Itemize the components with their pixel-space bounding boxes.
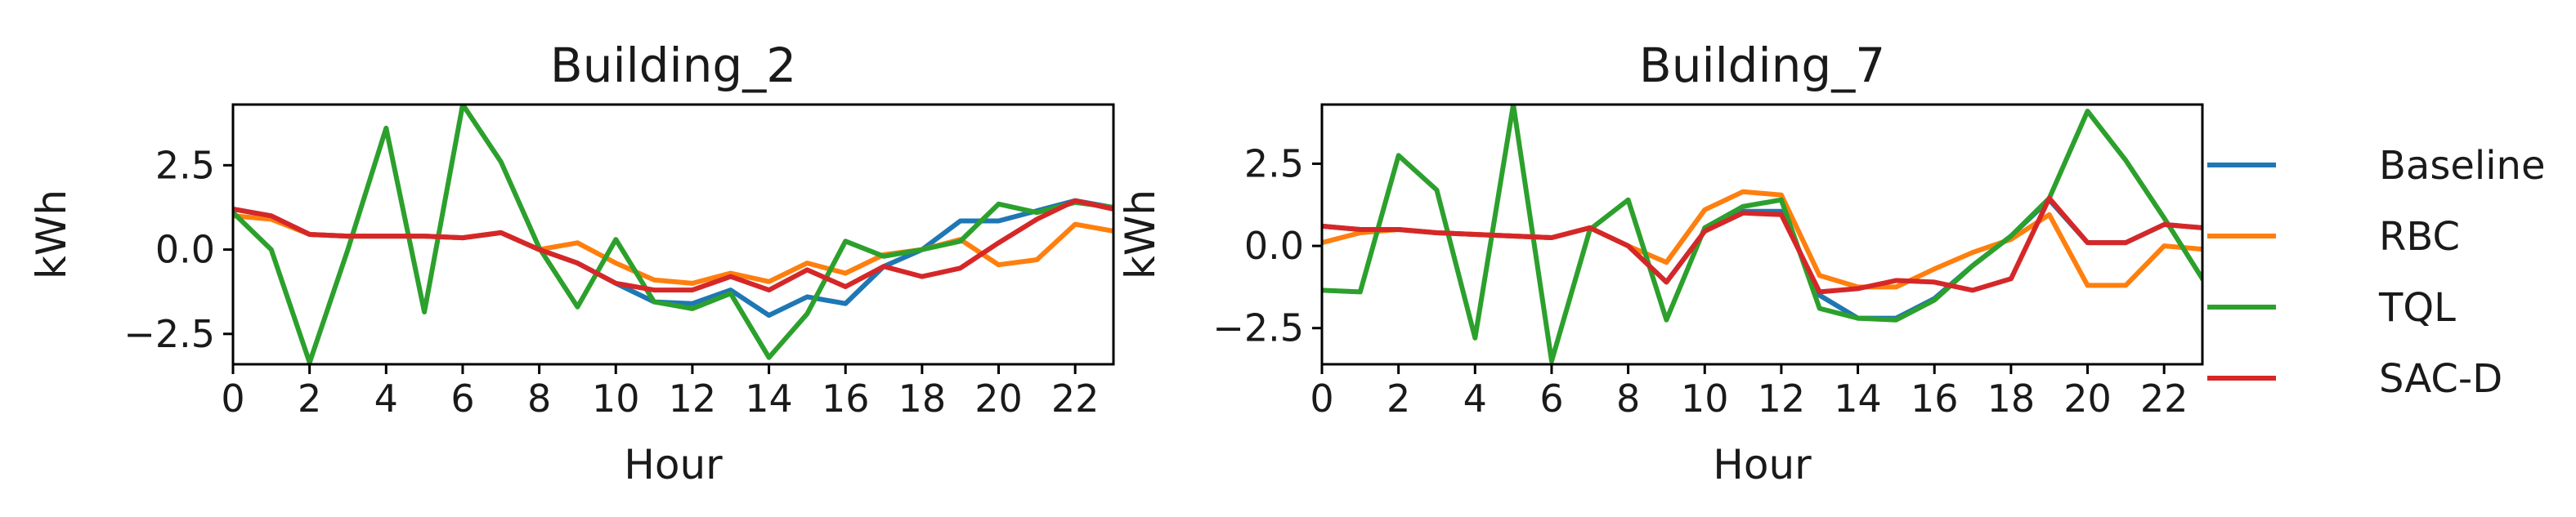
series-line-sac-d <box>233 198 1113 293</box>
series-line-sac-d <box>1322 195 2202 295</box>
y-tick-label: 0.0 <box>155 228 215 272</box>
series-line-rbc <box>1322 189 2202 290</box>
x-tick-label: 10 <box>592 377 640 421</box>
y-tick-label: 2.5 <box>1244 141 1304 185</box>
legend-label: TQL <box>2378 285 2456 331</box>
x-tick-label: 12 <box>669 377 717 421</box>
chart-title: Building_2 <box>550 38 796 93</box>
y-tick-label: 0.0 <box>1244 224 1304 268</box>
y-axis-label: kWh <box>1117 189 1164 279</box>
x-tick-label: 12 <box>1758 377 1806 421</box>
legend-label: SAC-D <box>2379 356 2502 402</box>
x-tick-label: 16 <box>1911 377 1959 421</box>
series-line-tql <box>233 105 1113 364</box>
x-tick-label: 6 <box>1539 377 1563 421</box>
x-tick-label: 8 <box>527 377 551 421</box>
x-tick-label: 0 <box>221 377 244 421</box>
series-line-tql <box>1322 105 2202 363</box>
x-tick-label: 18 <box>898 377 947 421</box>
y-tick-label: −2.5 <box>123 312 215 356</box>
plot-area <box>233 105 1113 364</box>
y-tick-label: −2.5 <box>1212 306 1304 350</box>
chart-building-2: Building_2 0 2 4 6 8 10 12 14 16 18 20 22 −2.5 0.0 2.5 H… <box>28 38 1115 488</box>
x-tick-label: 10 <box>1681 377 1729 421</box>
chart-title: Building_7 <box>1639 38 1885 93</box>
x-tick-label: 20 <box>974 377 1023 421</box>
x-tick-label: 4 <box>1463 377 1487 421</box>
x-tick-label: 14 <box>1834 377 1882 421</box>
x-tick-label: 0 <box>1310 377 1333 421</box>
x-tick-label: 8 <box>1616 377 1640 421</box>
x-tick-label: 14 <box>745 377 793 421</box>
axes-frame <box>231 103 1115 366</box>
plot-area <box>1322 105 2202 363</box>
x-tick-label: 22 <box>2140 377 2188 421</box>
x-axis-label: Hour <box>1713 441 1812 488</box>
x-tick-label: 18 <box>1987 377 2036 421</box>
x-tick-label: 6 <box>450 377 474 421</box>
x-tick-label: 22 <box>1051 377 1100 421</box>
x-axis-label: Hour <box>624 441 723 488</box>
x-tick-label: 2 <box>1387 377 1410 421</box>
x-tick-label: 2 <box>298 377 321 421</box>
x-tick-label: 16 <box>822 377 870 421</box>
legend-label: Baseline <box>2379 143 2546 189</box>
series-line-rbc <box>233 213 1113 286</box>
chart-building-7: Building_7 0 2 4 6 8 10 12 14 16 18 20 22 −2.5 0.0 2.5 H… <box>1117 38 2204 488</box>
legend: Baseline RBC TQL SAC-D <box>2207 143 2546 402</box>
legend-label: RBC <box>2379 214 2460 260</box>
y-axis-label: kWh <box>28 189 75 279</box>
x-tick-label: 4 <box>374 377 398 421</box>
x-tick-label: 20 <box>2063 377 2112 421</box>
axes-frame <box>1320 103 2204 366</box>
y-tick-label: 2.5 <box>155 143 215 187</box>
